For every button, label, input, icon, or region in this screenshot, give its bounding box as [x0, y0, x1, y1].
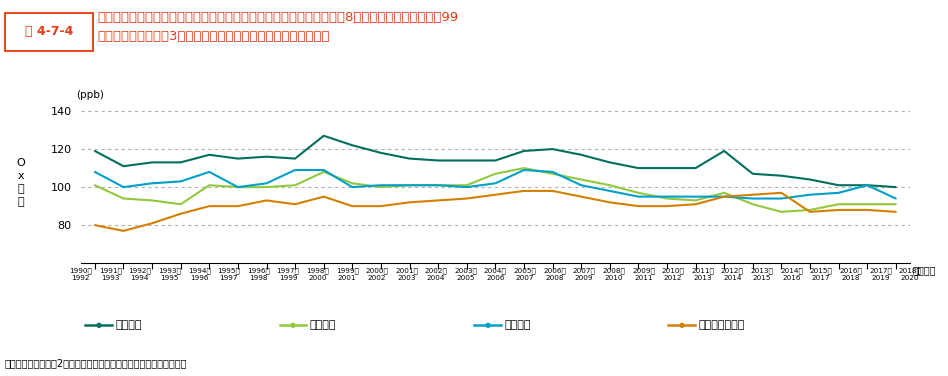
Text: 2006～
2008: 2006～ 2008 [543, 267, 566, 280]
Text: 2016～
2018: 2016～ 2018 [839, 267, 863, 280]
Text: ●: ● [484, 322, 490, 328]
Text: 図 4-7-4: 図 4-7-4 [25, 26, 73, 38]
Text: 2003～
2005: 2003～ 2005 [454, 267, 477, 280]
Text: 1996～
1998: 1996～ 1998 [246, 267, 270, 280]
Text: 1992～
1994: 1992～ 1994 [128, 267, 152, 280]
Text: 1991～
1993: 1991～ 1993 [99, 267, 121, 280]
Text: 2015～
2017: 2015～ 2017 [810, 267, 832, 280]
Text: 2004～
2006: 2004～ 2006 [483, 267, 507, 280]
Text: 福岡・山口地域: 福岡・山口地域 [699, 320, 745, 330]
Text: 1999～
2001: 1999～ 2001 [336, 267, 358, 280]
Text: 1993～
1995: 1993～ 1995 [158, 267, 181, 280]
Text: 1990～
1992: 1990～ 1992 [69, 267, 92, 280]
Text: 2014～
2016: 2014～ 2016 [780, 267, 803, 280]
Text: 2000～
2002: 2000～ 2002 [365, 267, 389, 280]
Text: 1995～
1997: 1995～ 1997 [217, 267, 240, 280]
Text: 2005～
2007: 2005～ 2007 [514, 267, 537, 280]
Text: 2013～
2015: 2013～ 2015 [751, 267, 774, 280]
Text: 2017～
2019: 2017～ 2019 [869, 267, 892, 280]
Text: 2018～
2020: 2018～ 2020 [899, 267, 921, 280]
Text: 1998～
2000: 1998～ 2000 [306, 267, 329, 280]
Text: ●: ● [96, 322, 101, 328]
Text: 2011～
2013: 2011～ 2013 [691, 267, 714, 280]
Text: ●: ● [679, 322, 684, 328]
Text: 1997～
1999: 1997～ 1999 [277, 267, 300, 280]
Text: 2008～
2010: 2008～ 2010 [602, 267, 626, 280]
Text: 2007～
2009: 2007～ 2009 [573, 267, 595, 280]
Text: （年度）: （年度） [913, 265, 937, 275]
Text: 2009～
2011: 2009～ 2011 [632, 267, 655, 280]
Text: O
x
濃
度: O x 濃 度 [16, 158, 26, 207]
Text: (ppb): (ppb) [76, 89, 103, 100]
Text: 資料：環境省「令和2年度大気汚染状況について（報道発表資料）」: 資料：環境省「令和2年度大気汚染状況について（報道発表資料）」 [5, 358, 188, 368]
Text: ●: ● [290, 322, 296, 328]
Text: 2012～
2014: 2012～ 2014 [720, 267, 744, 280]
Text: 関東地域: 関東地域 [116, 320, 142, 330]
Text: 光化学オキシダント濃度の長期的な改善傾向を評価するための指標（8時間値の日最高値の年間99
パーセンタイル値の3年平均値）を用いた域内最高値の経年変化: 光化学オキシダント濃度の長期的な改善傾向を評価するための指標（8時間値の日最高値… [98, 11, 459, 43]
Text: 2002～
2004: 2002～ 2004 [425, 267, 447, 280]
Text: 阪神地域: 阪神地域 [504, 320, 531, 330]
Text: 2001～
2003: 2001～ 2003 [395, 267, 418, 280]
Text: 東海地域: 東海地域 [310, 320, 337, 330]
Text: 2010～
2012: 2010～ 2012 [662, 267, 684, 280]
Text: 1994～
1996: 1994～ 1996 [188, 267, 210, 280]
